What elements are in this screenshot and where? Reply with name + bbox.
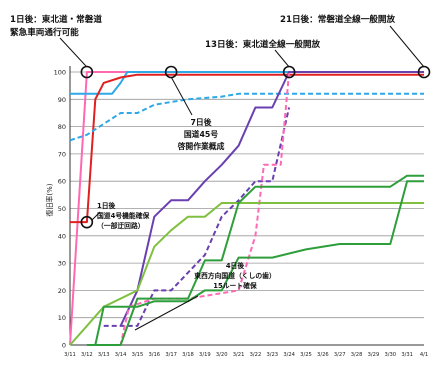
x-tick-label-17: 3/28 <box>351 352 363 358</box>
x-tick-label-15: 3/26 <box>317 352 329 358</box>
y-tick-label-100: 100 <box>54 69 66 77</box>
milestone-marker-1 <box>80 215 94 229</box>
x-tick-label-19: 3/30 <box>384 352 396 358</box>
milestone-marker-3 <box>282 65 296 79</box>
x-tick-label-21: 4/1 <box>420 352 428 358</box>
x-tick-label-1: 3/12 <box>81 352 93 358</box>
x-tick-label-4: 3/15 <box>132 352 144 358</box>
x-tick-label-20: 3/31 <box>401 352 413 358</box>
x-tick-label-18: 3/29 <box>368 352 380 358</box>
x-tick-label-6: 3/17 <box>165 352 177 358</box>
milestone-marker-4 <box>417 65 431 79</box>
x-tick-label-7: 3/18 <box>182 352 194 358</box>
x-tick-label-5: 3/16 <box>148 352 160 358</box>
series-line-6 <box>103 71 291 346</box>
annotation-4: 1日後国道4号機能確保（一部迂回路） <box>97 201 150 230</box>
y-tick-label-20: 20 <box>58 287 66 295</box>
y-axis-label: 復旧率(%) <box>45 183 54 216</box>
y-tick-label-80: 80 <box>58 123 66 131</box>
annotation-leader-0 <box>59 37 88 68</box>
annotation-5: 4日後東西方向国道（くしの歯） 15ルート確保 <box>193 261 276 290</box>
x-tick-label-2: 3/13 <box>98 352 110 358</box>
series-line-9 <box>94 180 424 346</box>
annotation-leader-1 <box>389 25 425 68</box>
y-tick-label-60: 60 <box>58 178 66 186</box>
x-tick-label-16: 3/27 <box>334 352 346 358</box>
y-tick-label-30: 30 <box>58 260 66 268</box>
series-line-7 <box>69 202 424 346</box>
milestone-marker-0 <box>80 65 94 79</box>
y-tick-label-40: 40 <box>58 232 66 240</box>
annotation-leader-3 <box>170 76 193 116</box>
annotation-2: 13日後：東北道全線一般開放 <box>205 38 320 50</box>
milestone-marker-2 <box>164 65 178 79</box>
x-tick-label-10: 3/21 <box>233 352 245 358</box>
annotation-leader-5 <box>134 295 199 331</box>
x-tick-label-12: 3/23 <box>266 352 278 358</box>
annotation-3: 7日後国道45号啓開作業概成 <box>178 117 225 151</box>
x-tick-label-0: 3/11 <box>64 352 76 358</box>
x-tick-label-9: 3/20 <box>216 352 228 358</box>
y-tick-label-0: 0 <box>62 342 66 350</box>
x-tick-label-8: 3/19 <box>199 352 211 358</box>
series-line-2 <box>70 73 424 224</box>
y-tick-label-90: 90 <box>58 96 66 104</box>
x-tick-label-13: 3/24 <box>283 352 295 358</box>
x-tick-label-3: 3/14 <box>115 352 127 358</box>
y-tick-label-50: 50 <box>58 205 66 213</box>
annotation-leader-2 <box>274 49 290 68</box>
x-tick-label-11: 3/22 <box>250 352 262 358</box>
series-line-8 <box>86 174 424 346</box>
annotation-0: 1日後：東北道・常磐道緊急車両通行可能 <box>10 13 102 38</box>
x-tick-label-14: 3/25 <box>300 352 312 358</box>
y-tick-label-70: 70 <box>58 150 66 158</box>
annotation-leader-4 <box>91 211 101 221</box>
series-line-4 <box>119 71 424 327</box>
annotation-1: 21日後：常磐道全線一般開放 <box>280 13 395 25</box>
y-tick-label-10: 10 <box>58 314 66 322</box>
